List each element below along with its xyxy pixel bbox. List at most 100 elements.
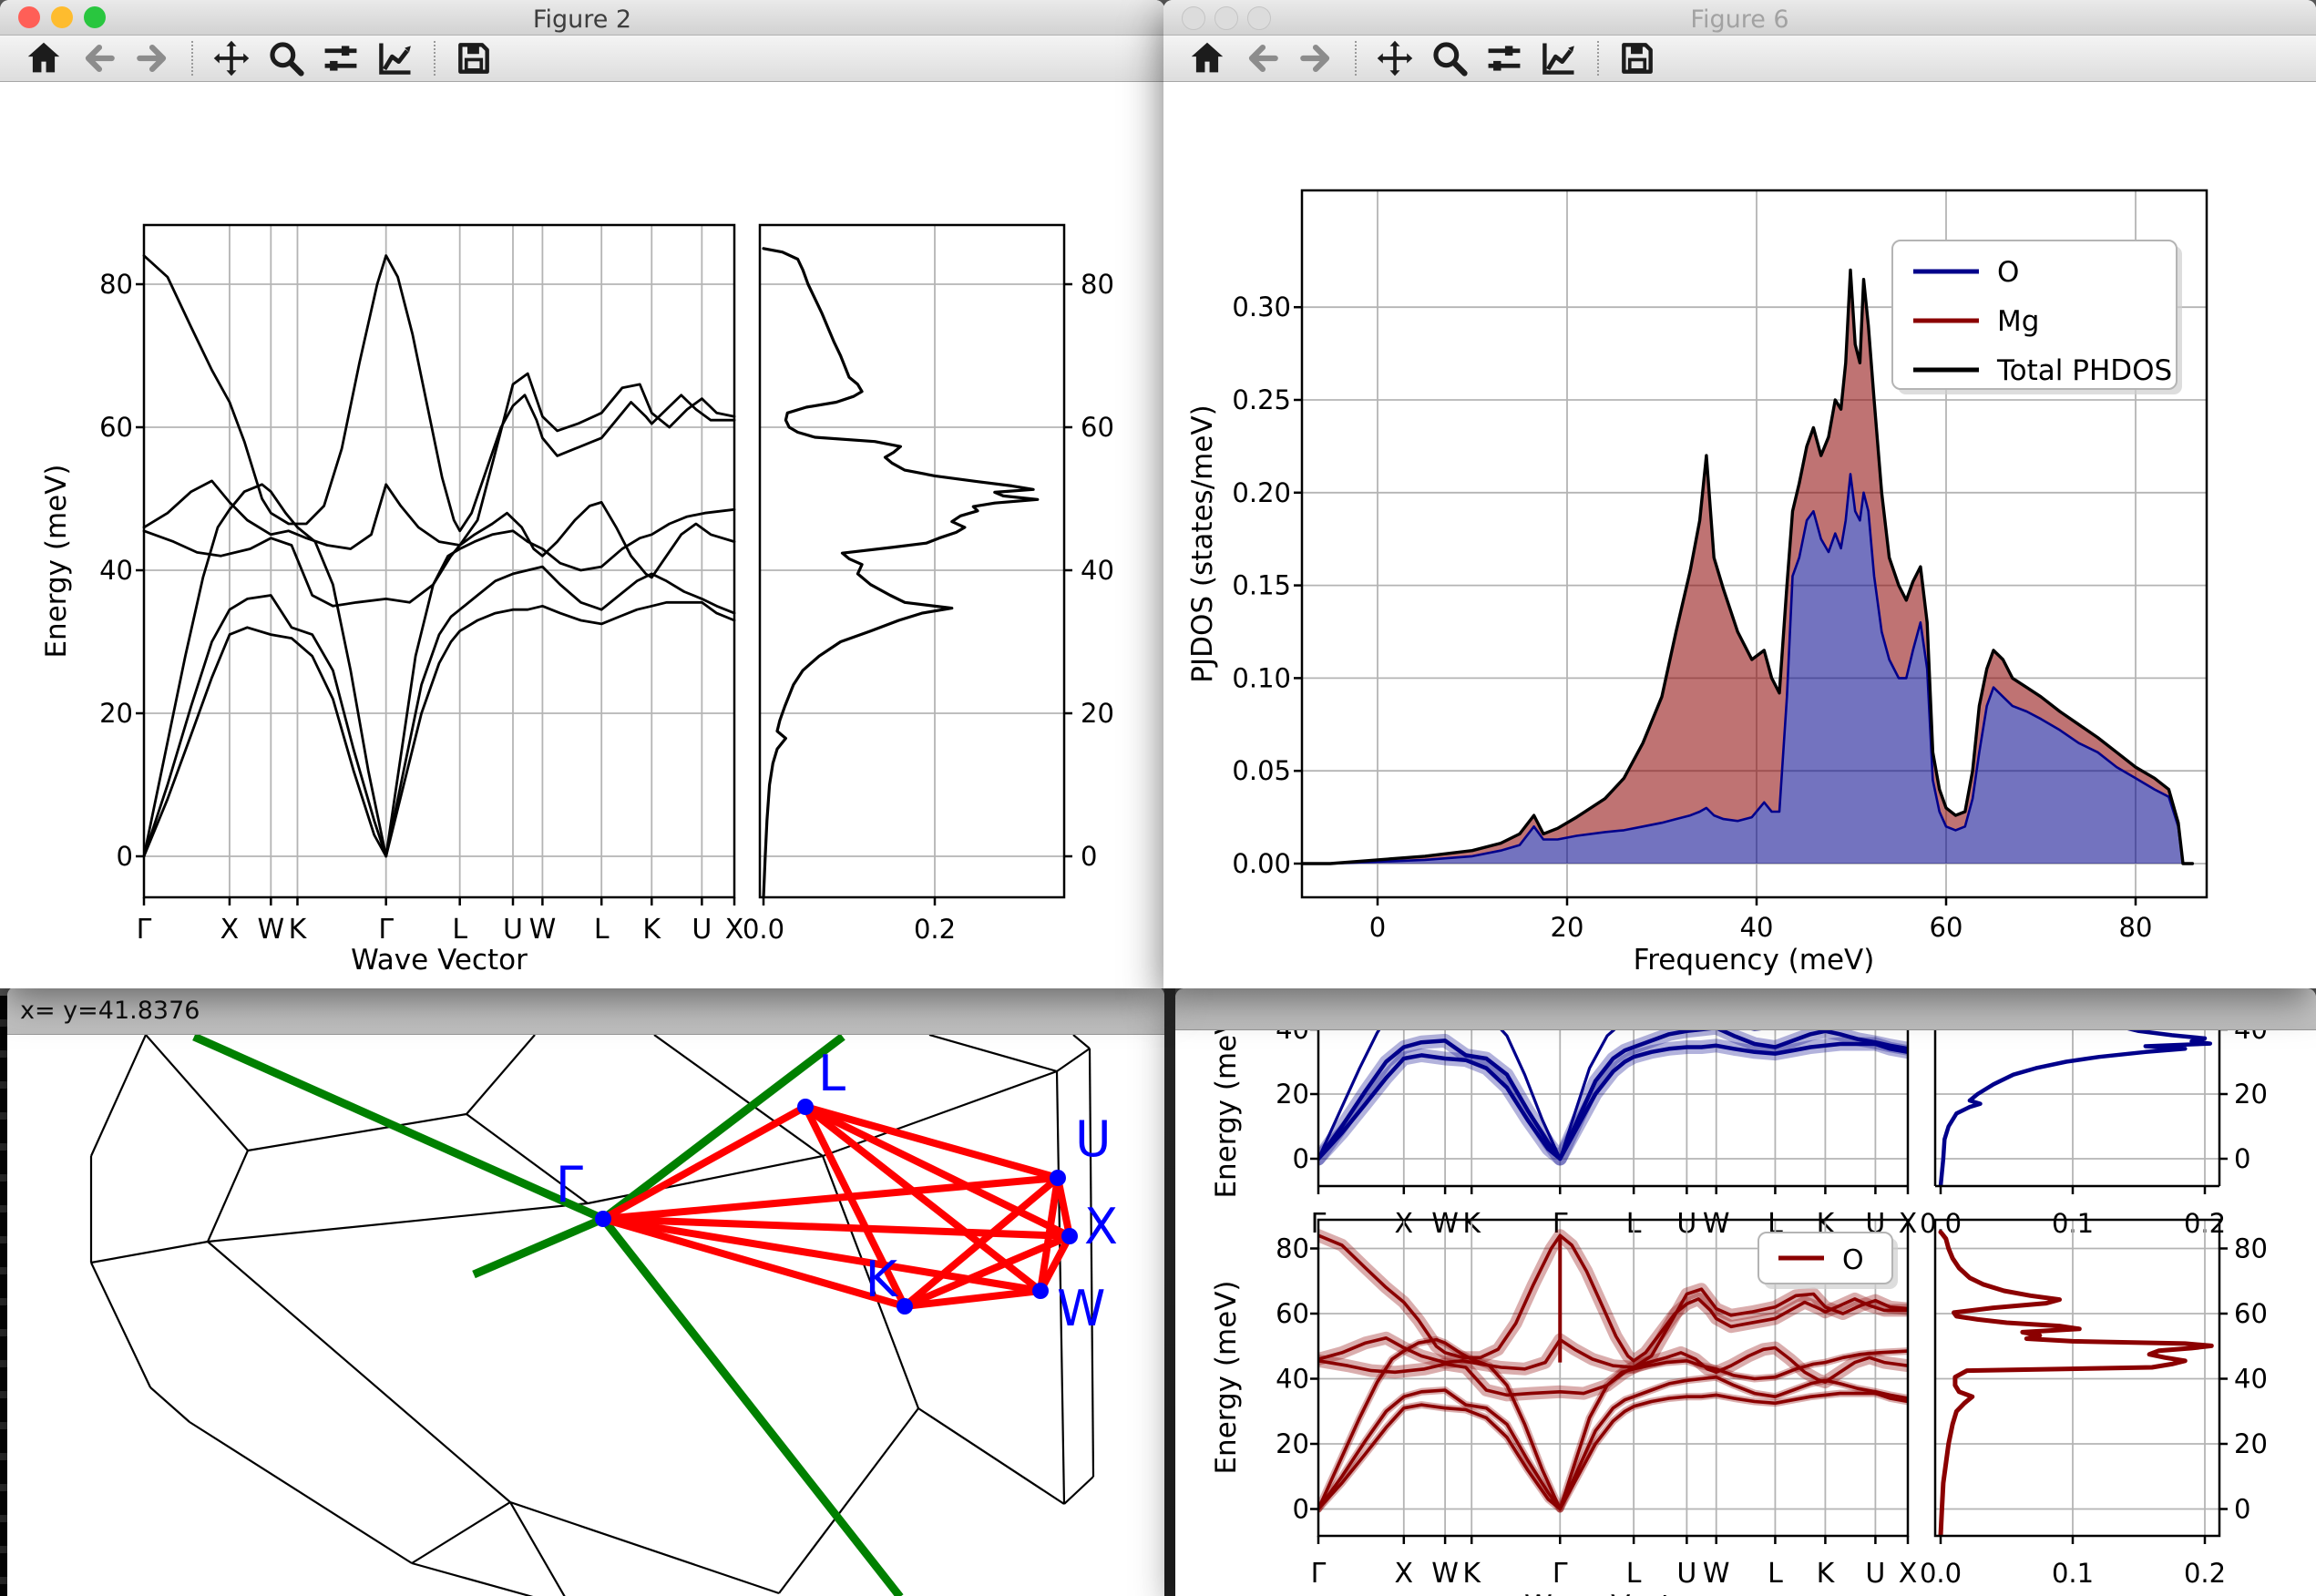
svg-text:W: W xyxy=(1703,1558,1730,1590)
svg-text:0: 0 xyxy=(117,841,133,872)
svg-text:40: 40 xyxy=(1276,1364,1309,1395)
pan-button[interactable] xyxy=(204,36,259,80)
toolbar-separator xyxy=(191,41,193,76)
svg-text:40: 40 xyxy=(1276,1030,1309,1045)
home-button[interactable] xyxy=(1180,36,1235,80)
svg-text:20: 20 xyxy=(99,698,133,729)
save-button[interactable] xyxy=(446,36,501,80)
back-button[interactable] xyxy=(1235,36,1289,80)
subplots-button[interactable] xyxy=(1477,36,1532,80)
svg-text:U: U xyxy=(1676,1558,1696,1590)
svg-text:40: 40 xyxy=(1740,912,1774,943)
back-icon xyxy=(85,44,115,73)
toolbar-separator xyxy=(1355,41,1357,76)
svg-text:W: W xyxy=(529,914,557,946)
svg-text:40: 40 xyxy=(2234,1364,2268,1395)
zoom-button[interactable] xyxy=(259,36,313,80)
close-button[interactable] xyxy=(1182,6,1205,30)
svg-text:X: X xyxy=(220,914,240,946)
svg-text:80: 80 xyxy=(2119,912,2153,943)
svg-text:Wave Vector: Wave Vector xyxy=(1524,1590,1701,1596)
zoom-icon xyxy=(1433,42,1468,77)
zoom-button[interactable] xyxy=(1422,36,1477,80)
svg-text:20: 20 xyxy=(1081,698,1114,729)
back-icon xyxy=(1248,44,1278,73)
brillouin-zone-plot: Γ L UXW K xyxy=(89,1035,1118,1596)
svg-text:Γ: Γ xyxy=(137,914,152,946)
svg-text:Γ: Γ xyxy=(1311,1558,1327,1590)
forward-button[interactable] xyxy=(1289,36,1344,80)
subplots-button[interactable] xyxy=(313,36,368,80)
svg-text:0: 0 xyxy=(2234,1494,2250,1525)
titlebar[interactable]: Figure 2 xyxy=(0,0,1164,36)
svg-text:0.25: 0.25 xyxy=(1232,384,1291,415)
customize-button[interactable] xyxy=(368,36,423,80)
svg-text:0: 0 xyxy=(1293,1143,1309,1174)
svg-text:U: U xyxy=(1865,1558,1885,1590)
figure-window-projected-bands[interactable]: ΓXWKΓLUWLKUX02040Energy (meV)0.00.10.202… xyxy=(1175,988,2316,1596)
svg-text:0.30: 0.30 xyxy=(1232,292,1291,322)
svg-text:0.10: 0.10 xyxy=(1232,662,1291,693)
figure6-canvas[interactable]: 0 20 40 60 80 0.00 0.05 0.10 0.15 0.20 0.25 0.30 Fre… xyxy=(1163,82,2316,988)
cursor-readout-bar xyxy=(1175,988,2316,1030)
svg-text:Γ: Γ xyxy=(378,914,394,946)
svg-text:K: K xyxy=(289,914,308,946)
close-button[interactable] xyxy=(18,6,40,28)
home-icon xyxy=(27,42,60,73)
forward-button[interactable] xyxy=(126,36,180,80)
svg-text:L: L xyxy=(818,1045,845,1102)
zoom-icon xyxy=(270,42,304,77)
svg-text:0.0: 0.0 xyxy=(743,914,784,945)
projected-bands-canvas[interactable]: ΓXWKΓLUWLKUX02040Energy (meV)0.00.10.202… xyxy=(1175,1030,2316,1596)
toolbar-separator xyxy=(434,41,436,76)
minimize-button[interactable] xyxy=(51,6,73,28)
zoom-window-button[interactable] xyxy=(84,6,106,28)
svg-text:80: 80 xyxy=(2234,1233,2268,1264)
matplotlib-toolbar xyxy=(1163,36,2316,82)
customize-button[interactable] xyxy=(1532,36,1586,80)
svg-text:0.05: 0.05 xyxy=(1232,755,1291,786)
svg-text:80: 80 xyxy=(1276,1233,1309,1264)
customize-icon xyxy=(1542,43,1574,75)
back-button[interactable] xyxy=(71,36,126,80)
zoom-window-button[interactable] xyxy=(1247,6,1271,30)
window-gap xyxy=(1164,988,1175,1596)
window-title: Figure 6 xyxy=(1690,5,1789,34)
save-button[interactable] xyxy=(1610,36,1665,80)
brillouin-zone-canvas[interactable]: Γ L UXW K xyxy=(7,1035,1164,1596)
svg-text:20: 20 xyxy=(2234,1428,2268,1459)
titlebar[interactable]: Figure 6 xyxy=(1163,0,2316,36)
figure-window-2[interactable]: Figure 2 Γ X W K Γ L U W L K U X 0 0 20 20 40 40 60 60 80 80 0… xyxy=(0,0,1164,988)
svg-text:L: L xyxy=(1626,1558,1642,1590)
svg-text:L: L xyxy=(594,914,610,946)
svg-text:60: 60 xyxy=(99,412,133,443)
terminal-window-sliver[interactable] xyxy=(0,996,9,1596)
svg-text:Γ: Γ xyxy=(1553,1558,1568,1590)
svg-text:W: W xyxy=(1057,1280,1105,1337)
svg-text:X: X xyxy=(1395,1558,1414,1590)
svg-text:X: X xyxy=(725,914,744,946)
window-title: Figure 2 xyxy=(532,5,632,34)
svg-text:O: O xyxy=(1997,256,2019,289)
svg-text:0: 0 xyxy=(1293,1494,1309,1525)
svg-text:O: O xyxy=(1842,1244,1864,1276)
svg-text:40: 40 xyxy=(1081,555,1114,586)
pan-icon xyxy=(1377,40,1413,77)
svg-text:Γ: Γ xyxy=(556,1156,583,1213)
svg-text:0: 0 xyxy=(2234,1143,2250,1174)
svg-text:80: 80 xyxy=(1081,269,1114,300)
forward-icon xyxy=(137,44,167,73)
toolbar-separator xyxy=(1597,41,1599,76)
figure-window-6[interactable]: Figure 6 0 20 40 60 80 0.00 0.05 0.10 0.15 0.20 0.… xyxy=(1163,0,2316,988)
svg-text:60: 60 xyxy=(1930,912,1963,943)
minimize-button[interactable] xyxy=(1214,6,1238,30)
svg-text:K: K xyxy=(642,914,661,946)
pan-button[interactable] xyxy=(1368,36,1422,80)
customize-icon xyxy=(379,43,411,75)
svg-text:60: 60 xyxy=(2234,1298,2268,1329)
home-button[interactable] xyxy=(16,36,71,80)
